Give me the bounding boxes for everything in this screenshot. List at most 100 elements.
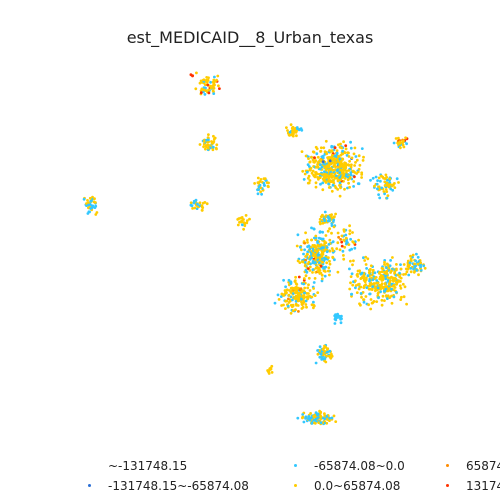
map-point — [321, 160, 325, 164]
map-point — [288, 130, 292, 134]
map-point — [313, 294, 317, 297]
map-point — [292, 127, 296, 130]
map-point — [93, 197, 96, 201]
map-point — [303, 260, 307, 264]
map-point — [306, 176, 310, 180]
map-point — [383, 270, 386, 274]
map-point — [310, 226, 313, 230]
map-point — [86, 203, 90, 207]
map-point — [202, 140, 206, 143]
map-point — [353, 175, 356, 179]
map-point — [325, 164, 329, 168]
map-point — [340, 171, 344, 175]
map-point — [340, 314, 343, 318]
map-point — [292, 292, 295, 295]
map-point — [401, 143, 405, 147]
map-point — [211, 85, 215, 88]
map-point — [308, 269, 312, 272]
map-point — [315, 152, 319, 156]
map-point — [383, 184, 387, 187]
map-point — [316, 241, 319, 245]
map-point — [314, 261, 317, 265]
map-point — [394, 137, 398, 140]
map-point — [399, 298, 403, 301]
map-point — [395, 290, 398, 294]
map-point — [291, 304, 295, 308]
map-point — [402, 273, 405, 276]
map-point — [297, 310, 300, 313]
map-point — [399, 267, 403, 271]
map-point — [368, 292, 371, 296]
map-point — [296, 233, 300, 237]
map-point — [214, 146, 218, 150]
map-point — [312, 227, 316, 231]
map-point — [336, 241, 340, 245]
map-point — [397, 181, 400, 184]
legend-swatch-3 — [294, 464, 297, 467]
map-point — [384, 287, 388, 291]
map-point — [320, 165, 324, 169]
map-point — [357, 287, 361, 291]
map-point — [332, 178, 335, 182]
map-point — [94, 201, 97, 204]
map-point — [304, 415, 308, 419]
map-point — [209, 86, 213, 90]
map-point — [308, 258, 312, 261]
map-point — [331, 158, 335, 162]
map-point — [329, 173, 333, 176]
map-point — [323, 350, 327, 353]
map-point — [327, 182, 330, 186]
map-point — [269, 367, 273, 371]
map-point — [336, 316, 339, 319]
map-point — [380, 266, 384, 270]
map-point — [348, 176, 352, 180]
map-point — [328, 238, 332, 242]
map-point — [333, 146, 337, 150]
map-point — [316, 165, 320, 169]
map-point — [350, 163, 353, 167]
map-point — [198, 201, 202, 205]
map-point — [240, 223, 244, 227]
map-point — [391, 276, 395, 280]
map-point — [243, 224, 247, 228]
map-point — [395, 282, 398, 286]
map-point — [199, 79, 203, 83]
map-point — [282, 278, 285, 282]
map-point — [218, 87, 221, 90]
map-point — [326, 350, 330, 354]
map-point — [304, 231, 307, 235]
map-point — [331, 249, 335, 253]
map-point — [388, 183, 392, 186]
map-point — [369, 264, 373, 268]
map-point — [373, 184, 376, 188]
map-point — [408, 263, 411, 267]
map-point — [311, 169, 315, 173]
map-point — [309, 262, 312, 266]
map-point — [240, 220, 244, 224]
map-point — [339, 186, 342, 190]
map-point — [200, 208, 204, 212]
map-point — [290, 286, 294, 290]
map-point — [300, 128, 304, 132]
map-point — [266, 184, 270, 188]
map-point — [341, 149, 344, 153]
map-point — [400, 295, 403, 299]
map-point — [294, 308, 297, 311]
map-point — [287, 297, 290, 301]
map-point — [319, 352, 323, 356]
map-point — [390, 269, 393, 273]
map-point — [307, 174, 311, 178]
map-point — [301, 413, 305, 416]
map-point — [392, 295, 396, 299]
map-point — [394, 277, 398, 281]
map-point — [351, 231, 354, 234]
map-point — [291, 309, 295, 313]
map-point — [314, 246, 318, 250]
map-point — [321, 230, 324, 234]
map-point — [310, 295, 314, 299]
map-point — [303, 291, 306, 295]
map-point — [280, 304, 283, 307]
map-point — [390, 287, 393, 291]
map-point — [349, 140, 352, 144]
map-point — [374, 175, 378, 179]
